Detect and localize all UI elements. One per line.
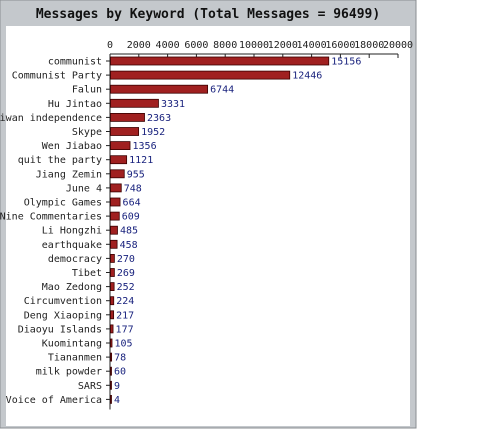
value-label: 1356 — [133, 141, 157, 152]
bar — [110, 338, 113, 348]
value-label: 1121 — [129, 155, 153, 166]
bar — [110, 239, 118, 249]
value-label: 15156 — [331, 57, 361, 68]
category-label: Circumvention — [24, 296, 102, 307]
value-label: 217 — [116, 310, 134, 321]
value-label: 269 — [117, 268, 135, 279]
category-label: Jiang Zemin — [36, 169, 102, 180]
bar — [110, 310, 115, 320]
chart-title: Messages by Keyword (Total Messages = 96… — [36, 7, 380, 22]
value-label: 78 — [114, 353, 126, 364]
value-label: 252 — [117, 282, 135, 293]
bar — [110, 211, 120, 221]
bar — [110, 253, 115, 263]
x-tick-label: 14000 — [297, 40, 327, 51]
category-label: quit the party — [18, 155, 102, 166]
value-label: 1952 — [141, 127, 165, 138]
bar — [110, 380, 112, 390]
bar — [110, 155, 128, 165]
x-tick-label: 10000 — [239, 40, 269, 51]
category-label: June 4 — [66, 183, 102, 194]
x-tick-label: 20000 — [383, 40, 413, 51]
value-label: 60 — [114, 367, 126, 378]
category-label: earthquake — [42, 240, 102, 251]
bar — [110, 113, 145, 122]
x-tick-label: 8000 — [213, 40, 237, 51]
x-tick-label: 6000 — [184, 40, 208, 51]
bar — [110, 169, 125, 179]
value-label: 664 — [123, 198, 141, 209]
value-label: 270 — [117, 254, 135, 265]
bars-group: communist 15156 Communist Party 12446 Falun 6… — [0, 57, 361, 406]
value-label: 9 — [114, 381, 120, 392]
value-label: 955 — [127, 169, 145, 180]
value-label: 748 — [124, 183, 142, 194]
category-label: milk powder — [36, 367, 102, 378]
bar — [110, 225, 118, 235]
category-label: Nine Commentaries — [0, 212, 102, 223]
category-label: Falun — [72, 85, 102, 96]
value-label: 6744 — [210, 85, 234, 96]
value-label: 177 — [116, 324, 134, 335]
bar — [110, 268, 115, 277]
x-axis: 0 2000 4000 6000 8000 10000120001400016000180… — [107, 40, 413, 410]
bar — [110, 183, 122, 193]
bar — [110, 352, 113, 362]
category-label: Kuomintang — [42, 339, 102, 350]
category-label: Wen Jiabao — [42, 141, 102, 152]
category-label: SARS — [78, 381, 102, 392]
bar — [110, 324, 114, 334]
bar — [110, 141, 131, 151]
value-label: 12446 — [292, 71, 322, 82]
category-label: Tiananmen — [48, 353, 102, 364]
category-label: Tibet — [72, 268, 102, 279]
category-label: Hu Jintao — [48, 99, 102, 110]
category-label: Deng Xiaoping — [24, 310, 102, 321]
value-label: 2363 — [147, 113, 171, 124]
value-label: 609 — [122, 212, 140, 223]
x-tick-label: 0 — [107, 40, 113, 51]
bar — [110, 197, 121, 207]
category-label: Mao Zedong — [42, 282, 102, 293]
category-label: Li Hongzhi — [42, 226, 102, 237]
category-label: Voice of America — [6, 395, 102, 406]
category-label: Olympic Games — [24, 198, 102, 209]
category-label: Communist Party — [12, 71, 102, 82]
value-label: 224 — [116, 296, 134, 307]
category-label: Skype — [72, 127, 102, 138]
bar — [110, 127, 140, 136]
value-label: 105 — [115, 339, 133, 350]
value-label: 3331 — [161, 99, 185, 110]
x-tick-label: 12000 — [268, 40, 298, 51]
bar — [110, 98, 159, 108]
value-label: 485 — [120, 226, 138, 237]
category-label: Taiwan independence — [0, 113, 102, 124]
value-label: 4 — [114, 395, 120, 406]
bar — [110, 84, 209, 94]
bar — [110, 366, 112, 376]
category-label: communist — [48, 57, 102, 68]
x-tick-label: 4000 — [156, 40, 180, 51]
x-tick-label: 18000 — [354, 40, 384, 51]
category-label: Diaoyu Islands — [18, 324, 102, 335]
value-label: 458 — [120, 240, 138, 251]
bar — [110, 56, 330, 66]
category-label: democracy — [48, 254, 102, 265]
x-tick-label: 16000 — [325, 40, 355, 51]
bar — [110, 394, 112, 404]
bar — [110, 296, 115, 306]
bar — [110, 282, 115, 292]
bar — [110, 70, 291, 80]
x-tick-label: 2000 — [127, 40, 151, 51]
